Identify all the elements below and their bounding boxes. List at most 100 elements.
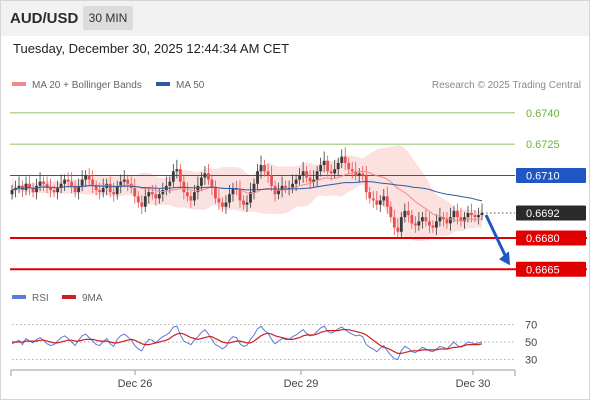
candle-body <box>378 200 382 205</box>
candle-body <box>266 171 270 176</box>
rsi-tick-70: 70 <box>525 319 537 331</box>
candle-body <box>147 192 151 197</box>
candle-body <box>280 185 284 191</box>
candle-body <box>284 185 287 188</box>
candle-body <box>403 210 407 218</box>
candle-body <box>31 187 35 193</box>
price-label-0.6665: 0.6665 <box>526 264 560 276</box>
rsi-ma-swatch <box>62 295 76 300</box>
candle-body <box>35 185 38 193</box>
legend-rsi: RSI <box>12 293 49 304</box>
candle-body <box>154 194 158 199</box>
x-tick-label: Dec 29 <box>284 378 319 390</box>
candle-body <box>406 210 410 216</box>
candle-body <box>431 225 435 228</box>
candle-body <box>63 179 67 184</box>
candle-body <box>207 173 210 180</box>
candle-body <box>477 215 480 218</box>
candle-body <box>417 221 421 226</box>
candle-body <box>84 175 88 180</box>
candle-body <box>270 175 273 186</box>
candle-body <box>389 206 393 218</box>
candle-body <box>126 179 130 184</box>
legend-rsi-ma-label: 9MA <box>82 293 103 304</box>
candle-body <box>189 196 193 201</box>
rsi-tick-50: 50 <box>525 337 537 349</box>
ma20-swatch <box>12 82 26 87</box>
price-label-0.6725: 0.6725 <box>526 139 560 151</box>
ma50-swatch <box>156 82 170 87</box>
candle-body <box>231 187 235 195</box>
price-label-0.6710: 0.6710 <box>526 170 560 182</box>
candle-body <box>122 179 126 182</box>
candle-body <box>143 196 147 207</box>
candle-body <box>382 196 386 201</box>
candle-body <box>133 187 137 197</box>
x-tick-label: Dec 30 <box>456 378 491 390</box>
candle-body <box>340 156 344 163</box>
price-label-0.6692: 0.6692 <box>526 208 560 220</box>
candle-body <box>354 171 358 176</box>
candle-body <box>256 171 259 184</box>
x-tick-label: Dec 26 <box>118 378 153 390</box>
symbol-title: AUD/USD <box>10 10 79 27</box>
price-tag-0.6710 <box>516 167 586 183</box>
candle-body <box>420 217 424 222</box>
candle-body <box>449 217 452 224</box>
candle-body <box>336 162 340 170</box>
candle-body <box>242 200 245 205</box>
legend-rsi-ma: 9MA <box>62 293 103 304</box>
candle-body <box>70 181 74 186</box>
candle-body <box>371 198 375 201</box>
candle-body <box>112 192 116 195</box>
candle-body <box>413 223 417 226</box>
candle-body <box>410 215 414 224</box>
candle-body <box>94 185 98 191</box>
candle-body <box>326 160 330 172</box>
candle-body <box>305 171 309 178</box>
candle-body <box>101 187 105 193</box>
candle-body <box>315 171 319 180</box>
candle-body <box>427 221 431 226</box>
legend-ma50: MA 50 <box>156 80 204 91</box>
candle-body <box>238 190 242 201</box>
candle-body <box>203 173 207 178</box>
candle-body <box>375 200 379 205</box>
candle-body <box>200 177 203 186</box>
candle-body <box>399 217 403 232</box>
candle-body <box>245 202 249 205</box>
price-label-0.6740: 0.6740 <box>526 108 560 120</box>
candle-body <box>459 217 463 222</box>
forecast-arrow-head <box>499 251 510 266</box>
candle-body <box>98 190 102 193</box>
timeframe-button[interactable]: 30 MIN <box>83 6 133 30</box>
candle-body <box>442 217 445 220</box>
candle-body <box>329 171 333 174</box>
candle-body <box>221 202 224 207</box>
candle-body <box>185 192 189 197</box>
candle-body <box>385 196 389 207</box>
candle-body <box>77 185 81 193</box>
candle-body <box>435 221 438 228</box>
candle-body <box>10 190 14 195</box>
price-tag-0.6680 <box>516 230 586 246</box>
candle-body <box>470 212 473 216</box>
candle-body <box>301 171 305 176</box>
candle-body <box>161 190 165 195</box>
candle-body <box>322 160 326 166</box>
candle-body <box>175 169 179 172</box>
candle-body <box>17 185 21 188</box>
candle-body <box>140 202 144 207</box>
candle-body <box>350 169 354 172</box>
candle-body <box>312 179 316 182</box>
candle-body <box>73 185 77 193</box>
candle-body <box>277 190 280 195</box>
candle-body <box>45 183 49 188</box>
candle-body <box>347 162 351 170</box>
candle-body <box>56 187 59 193</box>
candle-body <box>452 210 456 218</box>
candle-body <box>456 210 459 218</box>
candle-body <box>178 169 182 182</box>
candle-body <box>115 185 119 195</box>
